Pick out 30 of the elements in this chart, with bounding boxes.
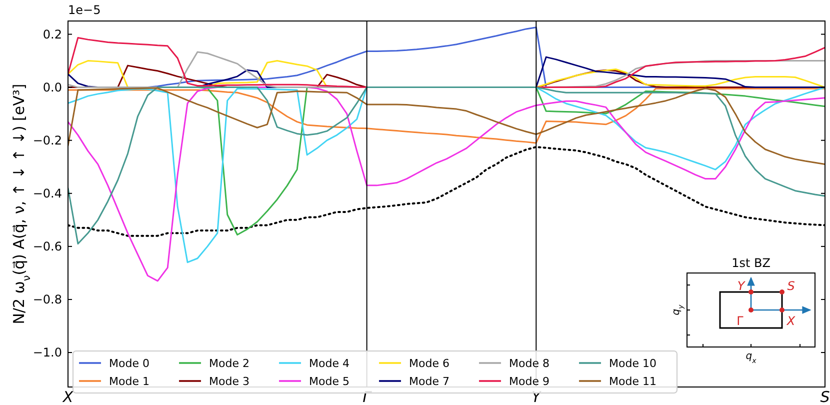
y-tick-label: −0.4 [32, 186, 62, 201]
y-tick-label: −0.2 [32, 134, 62, 148]
annotation: q$_{x}$ [746, 351, 758, 365]
annotation: S [787, 279, 796, 293]
legend-label: Mode 9 [509, 374, 550, 388]
legend-label: Mode 11 [609, 374, 656, 388]
y-tick-label: −1.0 [32, 346, 62, 360]
legend-label: Mode 10 [609, 356, 656, 370]
text: 1e−5 [68, 3, 101, 17]
annotation: Y [737, 279, 746, 293]
line-series [68, 88, 825, 144]
legend-label: Mode 5 [309, 374, 350, 388]
legend-label: Mode 4 [309, 356, 350, 370]
y-tick-label: 0.0 [42, 80, 62, 95]
annotation: X [786, 314, 796, 328]
legend-label: Mode 8 [509, 356, 550, 370]
annotation: 1st BZ [732, 256, 770, 270]
annotation: Γ [736, 314, 744, 328]
legend-label: Mode 1 [109, 374, 150, 388]
x-tick-label: X [62, 388, 74, 405]
legend-label: Mode 7 [409, 374, 450, 388]
y-tick-label: −0.8 [32, 292, 62, 307]
y-tick-label: −0.6 [32, 240, 62, 254]
x-tick-label: S [820, 388, 830, 405]
legend-label: Mode 2 [209, 356, 250, 370]
legend-label: Mode 6 [409, 356, 450, 370]
y-tick-label: 0.2 [42, 27, 62, 42]
legend-label: Mode 3 [209, 374, 250, 388]
legend-label: Mode 0 [109, 356, 150, 370]
line-series [68, 87, 825, 165]
